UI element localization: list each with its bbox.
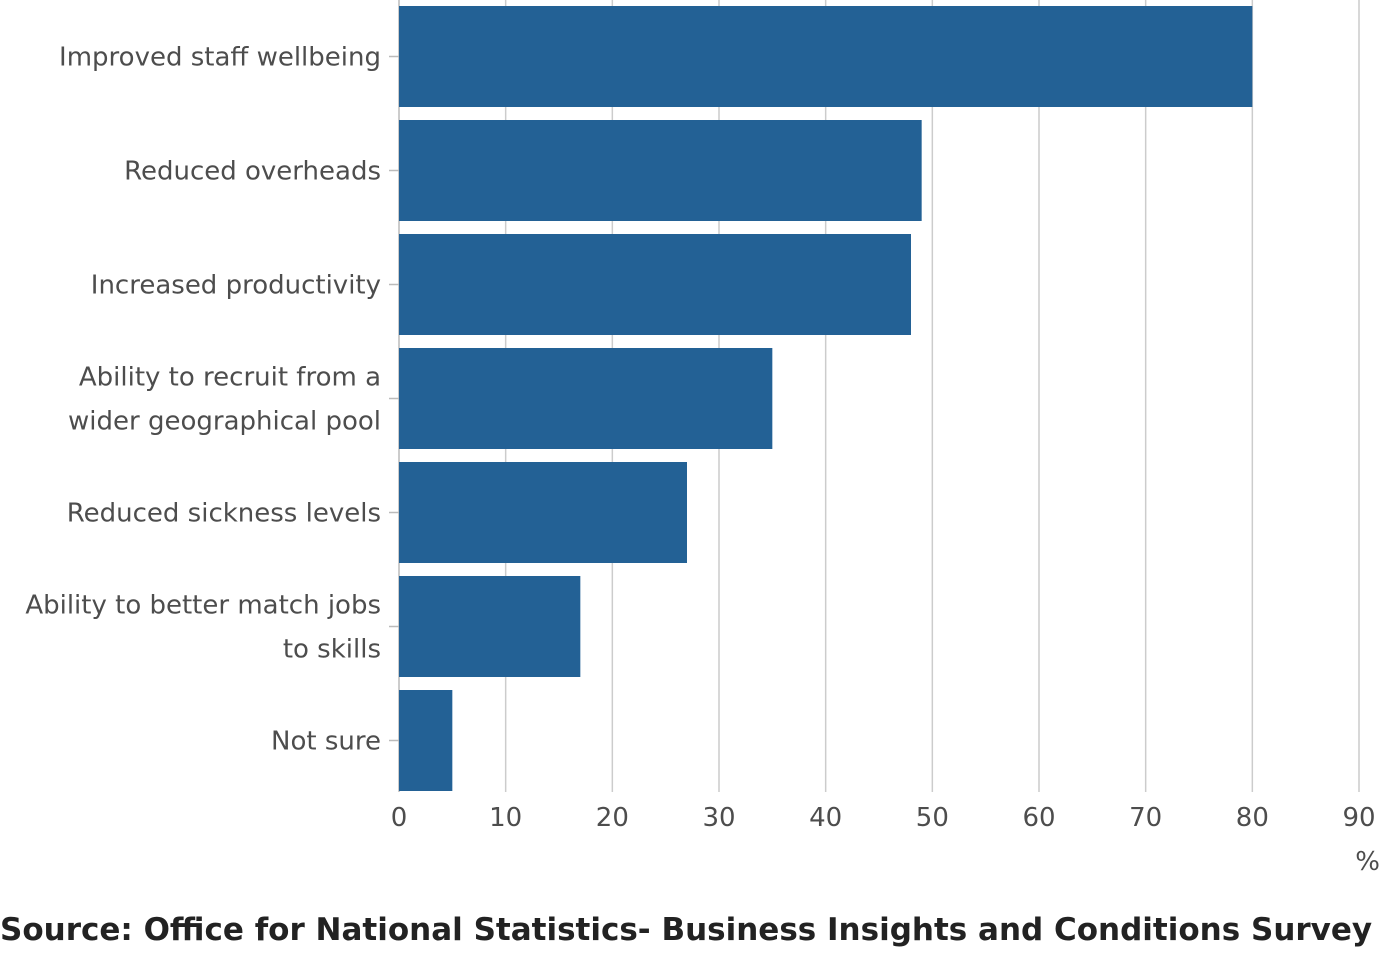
- bar: [399, 6, 1253, 107]
- x-tick-label: 0: [391, 803, 408, 833]
- x-tick-label: 40: [809, 803, 842, 833]
- x-tick-label: 30: [702, 803, 735, 833]
- bar: [399, 576, 581, 677]
- bar: [399, 348, 773, 449]
- category-label: Ability to recruit from a: [79, 363, 381, 393]
- x-tick-label: 10: [489, 803, 522, 833]
- category-label: Reduced overheads: [124, 157, 381, 187]
- x-tick-label: 70: [1129, 803, 1162, 833]
- category-label: to skills: [283, 635, 381, 665]
- category-label: Not sure: [271, 727, 381, 757]
- source-note: Source: Office for National Statistics- …: [0, 912, 1373, 948]
- x-tick-label: 50: [916, 803, 949, 833]
- category-label: Reduced sickness levels: [67, 499, 381, 529]
- x-tick-label: 60: [1022, 803, 1055, 833]
- bar: [399, 462, 687, 563]
- x-axis-ticks: 0 10 20 30 40 50 60 70 80 90: [391, 803, 1376, 833]
- x-tick-label: 20: [596, 803, 629, 833]
- category-label: Improved staff wellbeing: [59, 43, 381, 73]
- category-label: wider geographical pool: [68, 407, 381, 437]
- bar: [399, 120, 922, 221]
- category-labels: Improved staff wellbeing Reduced overhead…: [25, 43, 399, 757]
- bar: [399, 690, 453, 791]
- x-tick-label: 80: [1236, 803, 1269, 833]
- x-axis-unit-label: %: [1355, 847, 1380, 877]
- bar-chart: Improved staff wellbeing Reduced overhead…: [25, 0, 1380, 877]
- category-label: Ability to better match jobs: [25, 591, 381, 621]
- category-label: Increased productivity: [91, 271, 381, 301]
- bar: [399, 234, 911, 335]
- bars: [399, 6, 1253, 791]
- x-tick-label: 90: [1342, 803, 1375, 833]
